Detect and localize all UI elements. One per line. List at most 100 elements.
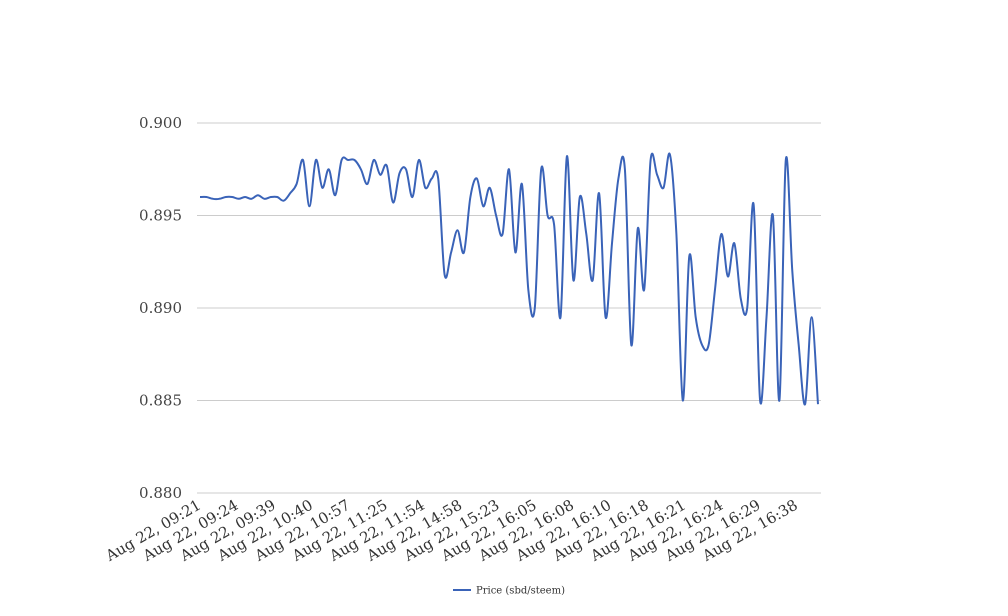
data-point[interactable] bbox=[764, 314, 770, 320]
legend[interactable]: Price (sbd/steem) bbox=[453, 586, 565, 597]
data-point[interactable] bbox=[371, 157, 377, 163]
data-point[interactable] bbox=[268, 194, 274, 200]
data-point[interactable] bbox=[661, 185, 667, 191]
data-point[interactable] bbox=[249, 196, 255, 202]
data-point[interactable] bbox=[789, 268, 795, 274]
data-point[interactable] bbox=[203, 194, 209, 200]
data-point[interactable] bbox=[364, 181, 370, 187]
data-point[interactable] bbox=[461, 250, 467, 256]
data-point[interactable] bbox=[731, 240, 737, 246]
data-point[interactable] bbox=[281, 198, 287, 204]
data-point[interactable] bbox=[686, 253, 692, 259]
data-point[interactable] bbox=[590, 277, 596, 283]
data-point[interactable] bbox=[384, 163, 390, 169]
data-point[interactable] bbox=[603, 314, 609, 320]
data-point[interactable] bbox=[448, 250, 454, 256]
data-point[interactable] bbox=[390, 200, 396, 206]
data-point[interactable] bbox=[339, 157, 345, 163]
data-point[interactable] bbox=[512, 250, 518, 256]
data-point[interactable] bbox=[429, 176, 435, 182]
data-point[interactable] bbox=[538, 166, 544, 172]
data-point[interactable] bbox=[274, 194, 280, 200]
data-point[interactable] bbox=[738, 296, 744, 302]
data-point[interactable] bbox=[577, 194, 583, 200]
data-point[interactable] bbox=[506, 166, 512, 172]
data-point[interactable] bbox=[377, 172, 383, 178]
data-point[interactable] bbox=[770, 213, 776, 219]
data-point[interactable] bbox=[596, 190, 602, 196]
data-point[interactable] bbox=[345, 157, 351, 163]
data-point[interactable] bbox=[480, 203, 486, 209]
data-point[interactable] bbox=[294, 181, 300, 187]
data-point[interactable] bbox=[352, 157, 358, 163]
data-point[interactable] bbox=[648, 157, 654, 163]
data-point[interactable] bbox=[757, 398, 763, 404]
data-point[interactable] bbox=[255, 192, 261, 198]
data-point[interactable] bbox=[422, 185, 428, 191]
data-point[interactable] bbox=[796, 342, 802, 348]
data-point[interactable] bbox=[442, 272, 448, 278]
data-point[interactable] bbox=[493, 213, 499, 219]
data-point[interactable] bbox=[525, 287, 531, 293]
data-point[interactable] bbox=[545, 213, 551, 219]
data-point[interactable] bbox=[532, 305, 538, 311]
data-point[interactable] bbox=[416, 157, 422, 163]
data-point[interactable] bbox=[474, 176, 480, 182]
data-point[interactable] bbox=[641, 287, 647, 293]
data-point[interactable] bbox=[409, 194, 415, 200]
data-point[interactable] bbox=[236, 196, 242, 202]
data-point[interactable] bbox=[609, 240, 615, 246]
data-point[interactable] bbox=[718, 231, 724, 237]
data-point[interactable] bbox=[197, 194, 203, 200]
data-point[interactable] bbox=[306, 203, 312, 209]
data-point[interactable] bbox=[802, 401, 808, 407]
data-point[interactable] bbox=[744, 305, 750, 311]
data-point[interactable] bbox=[397, 170, 403, 176]
data-point[interactable] bbox=[300, 157, 306, 163]
data-point[interactable] bbox=[693, 314, 699, 320]
data-point[interactable] bbox=[319, 185, 325, 191]
data-point[interactable] bbox=[783, 157, 789, 163]
data-point[interactable] bbox=[500, 231, 506, 237]
data-point[interactable] bbox=[815, 401, 821, 407]
data-point[interactable] bbox=[615, 176, 621, 182]
data-point[interactable] bbox=[776, 398, 782, 404]
data-point[interactable] bbox=[635, 226, 641, 232]
data-point[interactable] bbox=[712, 287, 718, 293]
data-point[interactable] bbox=[570, 277, 576, 283]
data-point[interactable] bbox=[628, 342, 634, 348]
data-point[interactable] bbox=[287, 190, 293, 196]
data-point[interactable] bbox=[551, 222, 557, 228]
data-point[interactable] bbox=[699, 342, 705, 348]
data-point[interactable] bbox=[313, 157, 319, 163]
data-point[interactable] bbox=[706, 342, 712, 348]
data-point[interactable] bbox=[242, 194, 248, 200]
data-point[interactable] bbox=[455, 227, 461, 233]
data-point[interactable] bbox=[725, 274, 731, 280]
data-point[interactable] bbox=[216, 196, 222, 202]
data-point[interactable] bbox=[564, 153, 570, 159]
y-tick-label: 0.890 bbox=[139, 299, 182, 317]
data-point[interactable] bbox=[261, 196, 267, 202]
data-point[interactable] bbox=[229, 194, 235, 200]
data-point[interactable] bbox=[680, 398, 686, 404]
data-point[interactable] bbox=[403, 166, 409, 172]
data-point[interactable] bbox=[467, 194, 473, 200]
data-point[interactable] bbox=[332, 192, 338, 198]
data-point[interactable] bbox=[326, 166, 332, 172]
data-point[interactable] bbox=[622, 166, 628, 172]
data-point[interactable] bbox=[583, 231, 589, 237]
data-point[interactable] bbox=[751, 201, 757, 207]
data-point[interactable] bbox=[519, 181, 525, 187]
data-point[interactable] bbox=[667, 152, 673, 158]
data-point[interactable] bbox=[435, 176, 441, 182]
data-point[interactable] bbox=[210, 196, 216, 202]
data-point[interactable] bbox=[223, 194, 229, 200]
data-point[interactable] bbox=[654, 172, 660, 178]
data-point[interactable] bbox=[358, 166, 364, 172]
data-point[interactable] bbox=[487, 185, 493, 191]
series-line-price bbox=[199, 152, 819, 406]
data-point[interactable] bbox=[558, 314, 564, 320]
data-point[interactable] bbox=[809, 314, 815, 320]
data-point[interactable] bbox=[673, 231, 679, 237]
